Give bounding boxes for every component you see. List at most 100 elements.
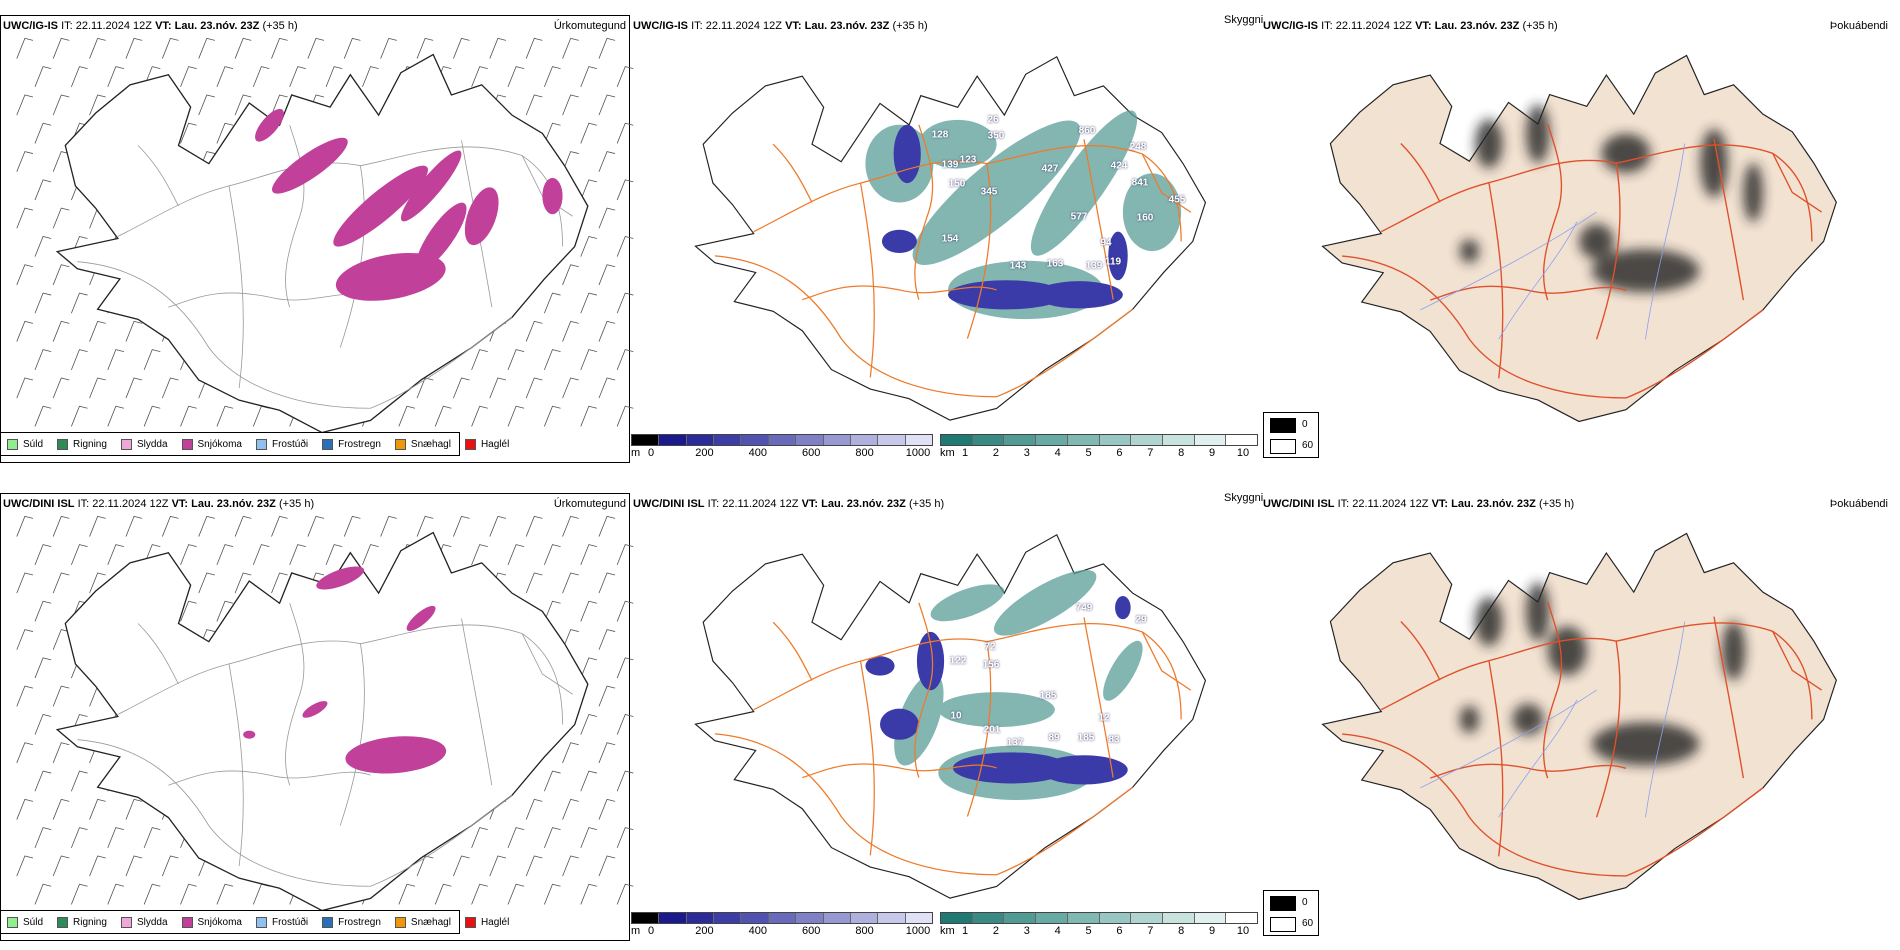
wind-barb — [234, 572, 252, 594]
visibility-value-label: 83 — [1108, 734, 1120, 746]
legend-swatch — [120, 438, 132, 450]
wind-barb — [471, 405, 488, 427]
wind-barb — [598, 742, 616, 764]
colorbar-segment — [741, 435, 769, 445]
colorbar-tick: 3 — [1023, 925, 1030, 937]
vt-label: VT: — [1431, 498, 1449, 510]
panel-header: UWC/DINI ISL IT: 22.11.2024 12Z VT: Lau.… — [3, 498, 314, 510]
visibility-value-label: 350 — [987, 130, 1005, 142]
wind-barb — [598, 855, 616, 877]
legend-label: Frostregn — [338, 438, 381, 450]
wind-barb — [180, 600, 197, 622]
vt-value: Lau. 23.nóv. 23Z — [174, 20, 260, 32]
vt-label: VT: — [785, 20, 802, 32]
wind-barb — [616, 600, 634, 622]
it-value: 22.11.2024 12Z — [75, 20, 152, 32]
legend-label: Súld — [23, 916, 44, 928]
wind-barb — [16, 515, 34, 537]
wind-barb — [525, 37, 543, 59]
wind-barb — [16, 37, 34, 59]
panel-header: UWC/IG-IS IT: 22.11.2024 12Z VT: Lau. 23… — [1263, 20, 1558, 32]
wind-barb — [143, 349, 161, 371]
colorbar-segment — [878, 435, 906, 445]
wind-barb — [544, 770, 561, 792]
model-name: UWC/IG-IS — [633, 20, 688, 32]
wind-barb — [252, 883, 270, 905]
fog-indicator-map — [1321, 54, 1837, 423]
wind-barb — [562, 572, 579, 594]
wind-barb — [143, 827, 161, 849]
wind-barb — [598, 320, 616, 342]
wind-barb — [89, 855, 106, 877]
colorbar-segment — [714, 435, 742, 445]
colorbar-segment — [1131, 435, 1163, 445]
colorbar-tick: 4 — [1054, 447, 1061, 459]
legend-item: Snjókoma — [181, 916, 242, 928]
fog-areas — [1459, 582, 1746, 766]
wind-barb — [70, 66, 88, 88]
colorbar-segment — [686, 435, 715, 445]
visibility-value-label: 29 — [1135, 614, 1147, 626]
it-label: IT: — [1337, 498, 1350, 510]
wind-barb — [471, 827, 488, 849]
wind-barb — [416, 515, 434, 537]
wind-barb — [598, 685, 616, 707]
legend-item: Rigning — [57, 438, 107, 450]
wind-barb — [616, 405, 634, 427]
wind-barb — [52, 798, 70, 820]
wind-barb — [34, 122, 52, 144]
legend-swatch — [7, 916, 18, 928]
legend-swatch — [7, 438, 18, 450]
it-value: 22.11.2024 12Z — [1352, 498, 1429, 510]
wind-barb — [34, 349, 52, 371]
wind-barb — [125, 798, 143, 820]
wind-barb — [252, 544, 270, 566]
wind-barb — [52, 572, 70, 594]
wind-barb — [16, 151, 34, 172]
wind-barb — [525, 377, 543, 399]
colorbar-segment — [659, 435, 687, 445]
colorbar-segment — [941, 435, 973, 445]
colorbar-tick: 200 — [695, 925, 714, 937]
colorbar-segment — [1004, 435, 1037, 445]
ceiling-ticks: 0 200 400 600 800 1000 — [631, 447, 933, 461]
colorbar-segment — [741, 913, 769, 923]
panel-header: UWC/DINI ISL IT: 22.11.2024 12Z VT: Lau.… — [1263, 498, 1574, 510]
wind-barb — [598, 572, 616, 594]
wind-barb — [107, 405, 125, 427]
wind-barb — [52, 264, 70, 286]
colorbar-segment — [972, 435, 1005, 445]
colorbar-segment — [1162, 913, 1195, 923]
colorbar-segment — [905, 913, 932, 923]
wind-barb — [362, 544, 379, 566]
visibility-value-label: 10 — [950, 710, 962, 722]
colorbar-segment — [632, 913, 660, 923]
model-name: UWC/DINI ISL — [633, 498, 705, 510]
wind-barb — [52, 207, 70, 229]
fog-legend: 0 60 — [1263, 890, 1319, 936]
panel-title: Þokuábendi — [1829, 20, 1888, 32]
wind-barb — [525, 798, 543, 820]
it-label: IT: — [1321, 20, 1333, 32]
wind-barb — [89, 94, 106, 116]
wind-barb — [52, 515, 70, 537]
wind-barb — [544, 349, 561, 371]
visibility-unit: km — [940, 925, 955, 937]
visibility-value-label: 150 — [948, 178, 966, 190]
panel-title: Úrkomutegund — [553, 498, 626, 510]
colorbar-segment — [796, 435, 824, 445]
wind-barb — [198, 572, 215, 594]
colorbar-tick: 1 — [961, 447, 969, 459]
legend-label: Rigning — [73, 438, 107, 450]
fog-swatch-60 — [1270, 439, 1296, 454]
wind-barb — [16, 572, 34, 594]
wind-barb — [562, 798, 579, 820]
wind-barb — [252, 66, 270, 88]
wind-barb — [507, 883, 525, 905]
wind-barb — [161, 377, 179, 399]
vt-label: VT: — [1415, 20, 1432, 32]
colorbar-tick: 1000 — [905, 925, 931, 937]
wind-barb — [544, 122, 561, 144]
wind-barb — [89, 798, 106, 820]
colorbar-segment — [1067, 913, 1100, 923]
